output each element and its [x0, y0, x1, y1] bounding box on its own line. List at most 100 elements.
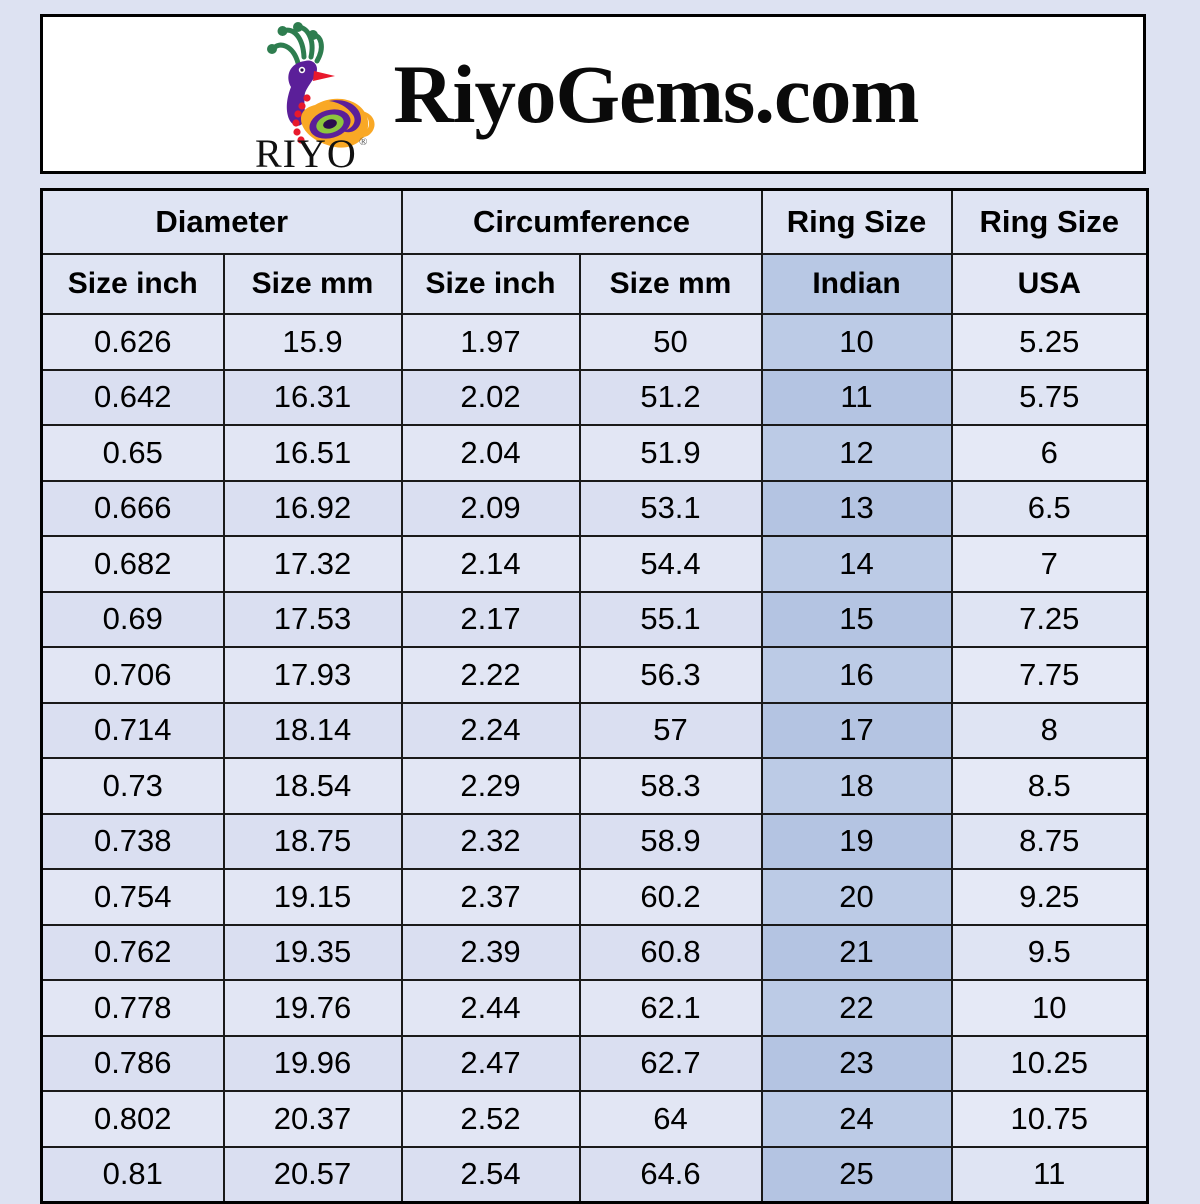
table-cell: 7.25 [950, 590, 1149, 648]
table-cell: 12 [760, 424, 953, 482]
ring-size-table: Diameter Circumference Ring Size Ring Si… [40, 188, 1149, 1204]
table-cell: 2.02 [400, 368, 581, 426]
table-row: 0.69 17.53 2.17 55.1 15 7.25 [40, 590, 1149, 648]
table-cell: 2.04 [400, 424, 581, 482]
table-cell: 5.25 [950, 313, 1149, 371]
table-row: 0.73 18.54 2.29 58.3 18 8.5 [40, 757, 1149, 815]
table-cell: 58.3 [578, 757, 763, 815]
table-cell: 13 [760, 479, 953, 537]
table-cell: 0.626 [40, 313, 225, 371]
table-cell: 17 [760, 701, 953, 759]
table-row: 0.65 16.51 2.04 51.9 12 6 [40, 424, 1149, 482]
riyo-peacock-logo: RIYO ® [243, 19, 383, 169]
table-row: 0.778 19.76 2.44 62.1 22 10 [40, 979, 1149, 1037]
group-header-ring-size-indian: Ring Size [760, 188, 953, 255]
table-cell: 18.54 [222, 757, 403, 815]
table-cell: 19 [760, 812, 953, 870]
table-cell: 0.65 [40, 424, 225, 482]
table-cell: 25 [760, 1145, 953, 1204]
table-cell: 0.802 [40, 1090, 225, 1148]
table-cell: 0.762 [40, 923, 225, 981]
table-cell: 2.37 [400, 868, 581, 926]
table-cell: 55.1 [578, 590, 763, 648]
table-cell: 16 [760, 646, 953, 704]
table-cell: 18 [760, 757, 953, 815]
table-cell: 2.44 [400, 979, 581, 1037]
table-cell: 24 [760, 1090, 953, 1148]
table-cell: 15 [760, 590, 953, 648]
table-cell: 2.14 [400, 535, 581, 593]
table-cell: 51.2 [578, 368, 763, 426]
table-cell: 22 [760, 979, 953, 1037]
table-cell: 64 [578, 1090, 763, 1148]
table-cell: 10 [950, 979, 1149, 1037]
table-cell: 18.75 [222, 812, 403, 870]
svg-text:®: ® [359, 136, 367, 148]
table-cell: 19.35 [222, 923, 403, 981]
table-cell: 2.54 [400, 1145, 581, 1204]
table-cell: 64.6 [578, 1145, 763, 1204]
sub-header-circumference-mm: Size mm [578, 253, 763, 315]
table-row: 0.754 19.15 2.37 60.2 20 9.25 [40, 868, 1149, 926]
table-cell: 16.51 [222, 424, 403, 482]
group-header-row: Diameter Circumference Ring Size Ring Si… [40, 188, 1149, 255]
table-cell: 8 [950, 701, 1149, 759]
table-cell: 0.754 [40, 868, 225, 926]
table-cell: 9.25 [950, 868, 1149, 926]
table-cell: 50 [578, 313, 763, 371]
table-cell: 21 [760, 923, 953, 981]
table-cell: 2.22 [400, 646, 581, 704]
table-row: 0.666 16.92 2.09 53.1 13 6.5 [40, 479, 1149, 537]
sub-header-indian: Indian [760, 253, 953, 315]
table-cell: 11 [950, 1145, 1149, 1204]
sub-header-row: Size inch Size mm Size inch Size mm Indi… [40, 253, 1149, 315]
table-cell: 6.5 [950, 479, 1149, 537]
table-body: 0.626 15.9 1.97 50 10 5.25 0.642 16.31 2.02 51.2 1… [40, 313, 1149, 1204]
sub-header-usa: USA [950, 253, 1149, 315]
table-row: 0.786 19.96 2.47 62.7 23 10.25 [40, 1034, 1149, 1092]
table-cell: 2.09 [400, 479, 581, 537]
table-cell: 0.778 [40, 979, 225, 1037]
table-cell: 0.666 [40, 479, 225, 537]
table-cell: 10 [760, 313, 953, 371]
table-cell: 10.25 [950, 1034, 1149, 1092]
table-row: 0.81 20.57 2.54 64.6 25 11 [40, 1145, 1149, 1204]
table-cell: 7 [950, 535, 1149, 593]
sub-header-diameter-mm: Size mm [222, 253, 403, 315]
brand-lockup: RIYO ® RiyoGems.com [243, 19, 920, 169]
group-header-ring-size-usa: Ring Size [950, 188, 1149, 255]
table-row: 0.642 16.31 2.02 51.2 11 5.75 [40, 368, 1149, 426]
table-cell: 15.9 [222, 313, 403, 371]
table-cell: 62.1 [578, 979, 763, 1037]
table-cell: 60.2 [578, 868, 763, 926]
table-cell: 23 [760, 1034, 953, 1092]
table-cell: 20.57 [222, 1145, 403, 1204]
table-row: 0.738 18.75 2.32 58.9 19 8.75 [40, 812, 1149, 870]
table-cell: 56.3 [578, 646, 763, 704]
table-cell: 11 [760, 368, 953, 426]
table-cell: 20.37 [222, 1090, 403, 1148]
table-cell: 16.31 [222, 368, 403, 426]
table-cell: 9.5 [950, 923, 1149, 981]
table-cell: 5.75 [950, 368, 1149, 426]
table-cell: 17.32 [222, 535, 403, 593]
table-cell: 2.32 [400, 812, 581, 870]
table-cell: 0.642 [40, 368, 225, 426]
table-cell: 0.714 [40, 701, 225, 759]
table-cell: 53.1 [578, 479, 763, 537]
table-row: 0.706 17.93 2.22 56.3 16 7.75 [40, 646, 1149, 704]
table-row: 0.626 15.9 1.97 50 10 5.25 [40, 313, 1149, 371]
table-cell: 7.75 [950, 646, 1149, 704]
table-cell: 19.15 [222, 868, 403, 926]
group-header-circumference: Circumference [400, 188, 763, 255]
table-cell: 8.5 [950, 757, 1149, 815]
table-cell: 0.706 [40, 646, 225, 704]
table-cell: 10.75 [950, 1090, 1149, 1148]
table-cell: 54.4 [578, 535, 763, 593]
brand-title: RiyoGems.com [393, 47, 919, 140]
table-cell: 0.738 [40, 812, 225, 870]
table-cell: 6 [950, 424, 1149, 482]
table-cell: 8.75 [950, 812, 1149, 870]
table-row: 0.682 17.32 2.14 54.4 14 7 [40, 535, 1149, 593]
